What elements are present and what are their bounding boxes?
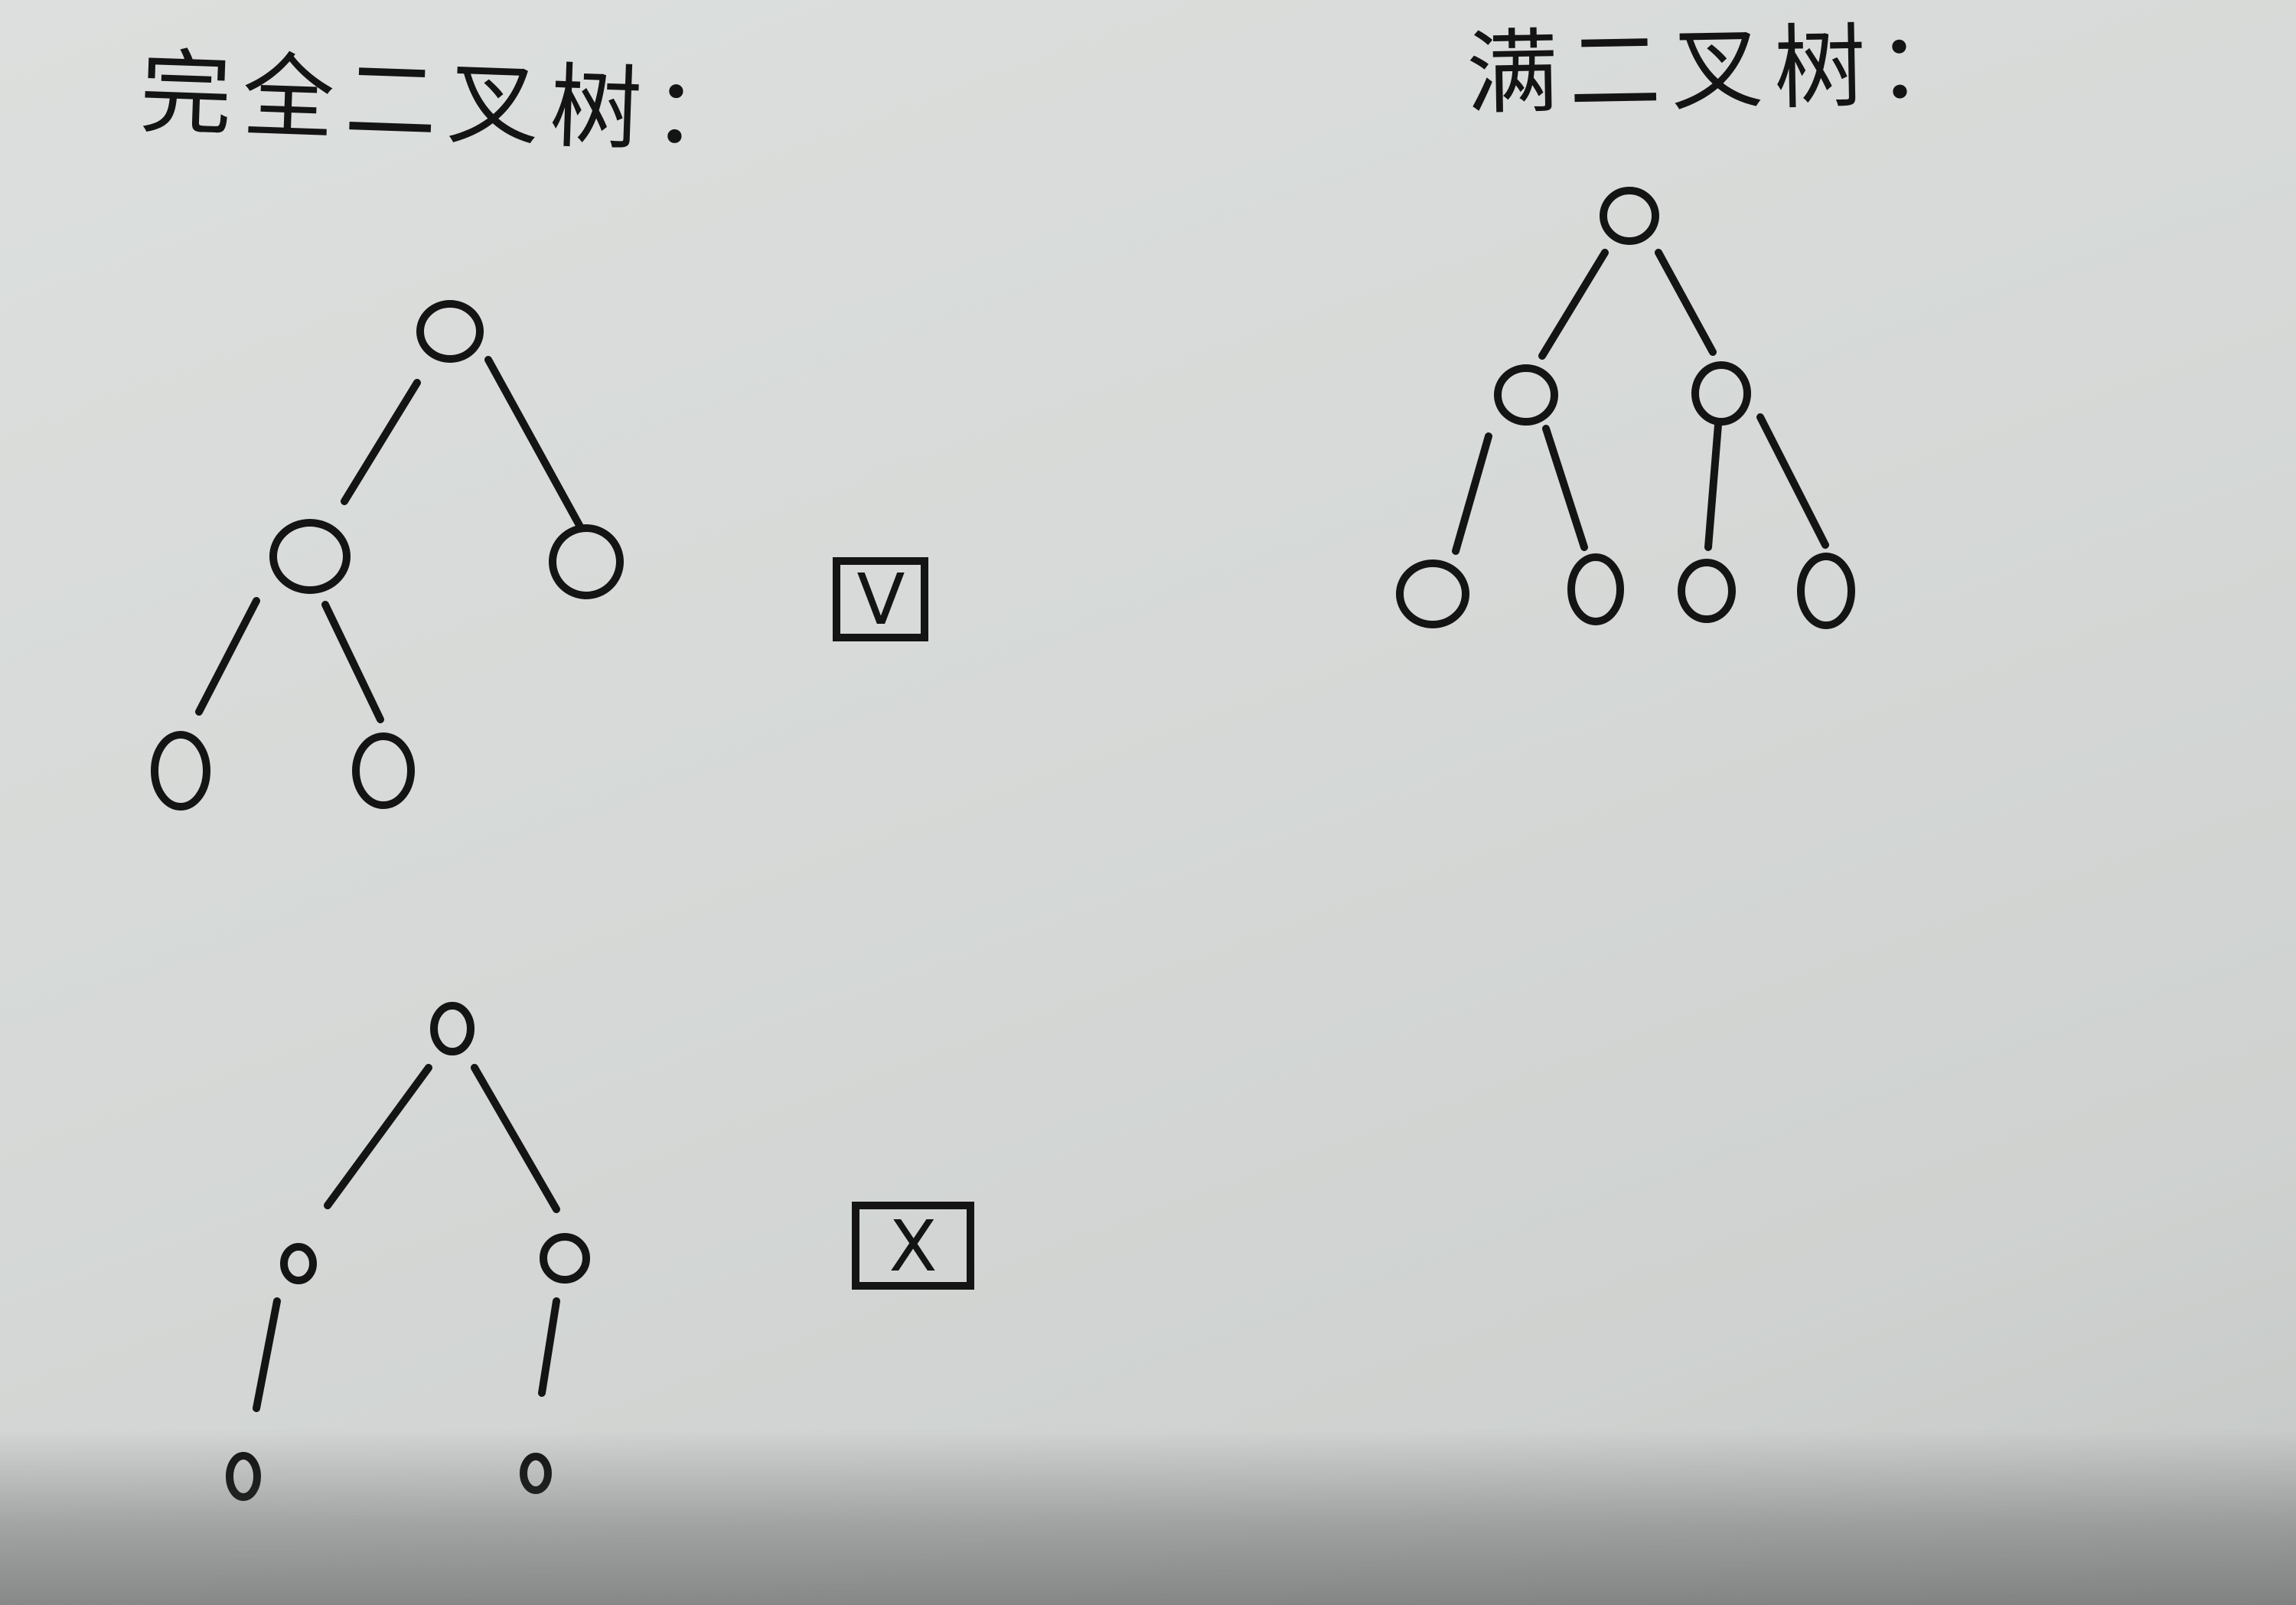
tree-edge	[538, 1297, 560, 1397]
full-tree-example	[1396, 187, 1855, 629]
invalid-mark: X	[852, 1202, 974, 1290]
tree-node	[352, 732, 415, 809]
tree-edge	[195, 597, 260, 716]
tree-node	[1567, 553, 1624, 625]
valid-mark-box	[833, 557, 928, 641]
tree-edge	[253, 1297, 281, 1412]
tree-edge	[1704, 421, 1722, 551]
tree-node	[1797, 553, 1855, 629]
tree-edge	[324, 1064, 432, 1209]
tree-node	[520, 1453, 552, 1494]
tree-node	[1691, 361, 1751, 426]
tree-node	[280, 1243, 317, 1284]
invalid-mark-label: X	[889, 1205, 937, 1287]
tree-node	[151, 731, 210, 811]
invalid-mark-box	[852, 1202, 974, 1290]
tree-edge	[1655, 249, 1717, 356]
valid-mark-label: V	[857, 559, 905, 641]
tree-edge	[341, 379, 421, 505]
tree-node	[226, 1452, 261, 1501]
tree-edge	[484, 356, 584, 530]
tree-node	[416, 300, 484, 363]
tree-node	[430, 1002, 475, 1055]
tree-edge	[1756, 413, 1829, 549]
tree-node	[1678, 559, 1736, 623]
valid-mark: V	[833, 557, 928, 641]
tree-node	[1494, 364, 1558, 426]
tree-edge	[471, 1064, 560, 1213]
tree-node	[1396, 559, 1469, 628]
tree-node	[269, 519, 351, 594]
tree-node	[549, 524, 624, 599]
tree-node	[540, 1233, 590, 1284]
tree-edge	[1452, 432, 1492, 555]
complete-tree-example	[151, 300, 624, 811]
incomplete-tree-example	[226, 1002, 590, 1501]
tree-edge	[321, 601, 384, 723]
tree-node	[1600, 187, 1659, 245]
tree-edge	[1538, 249, 1609, 360]
tree-edge	[1542, 425, 1588, 551]
